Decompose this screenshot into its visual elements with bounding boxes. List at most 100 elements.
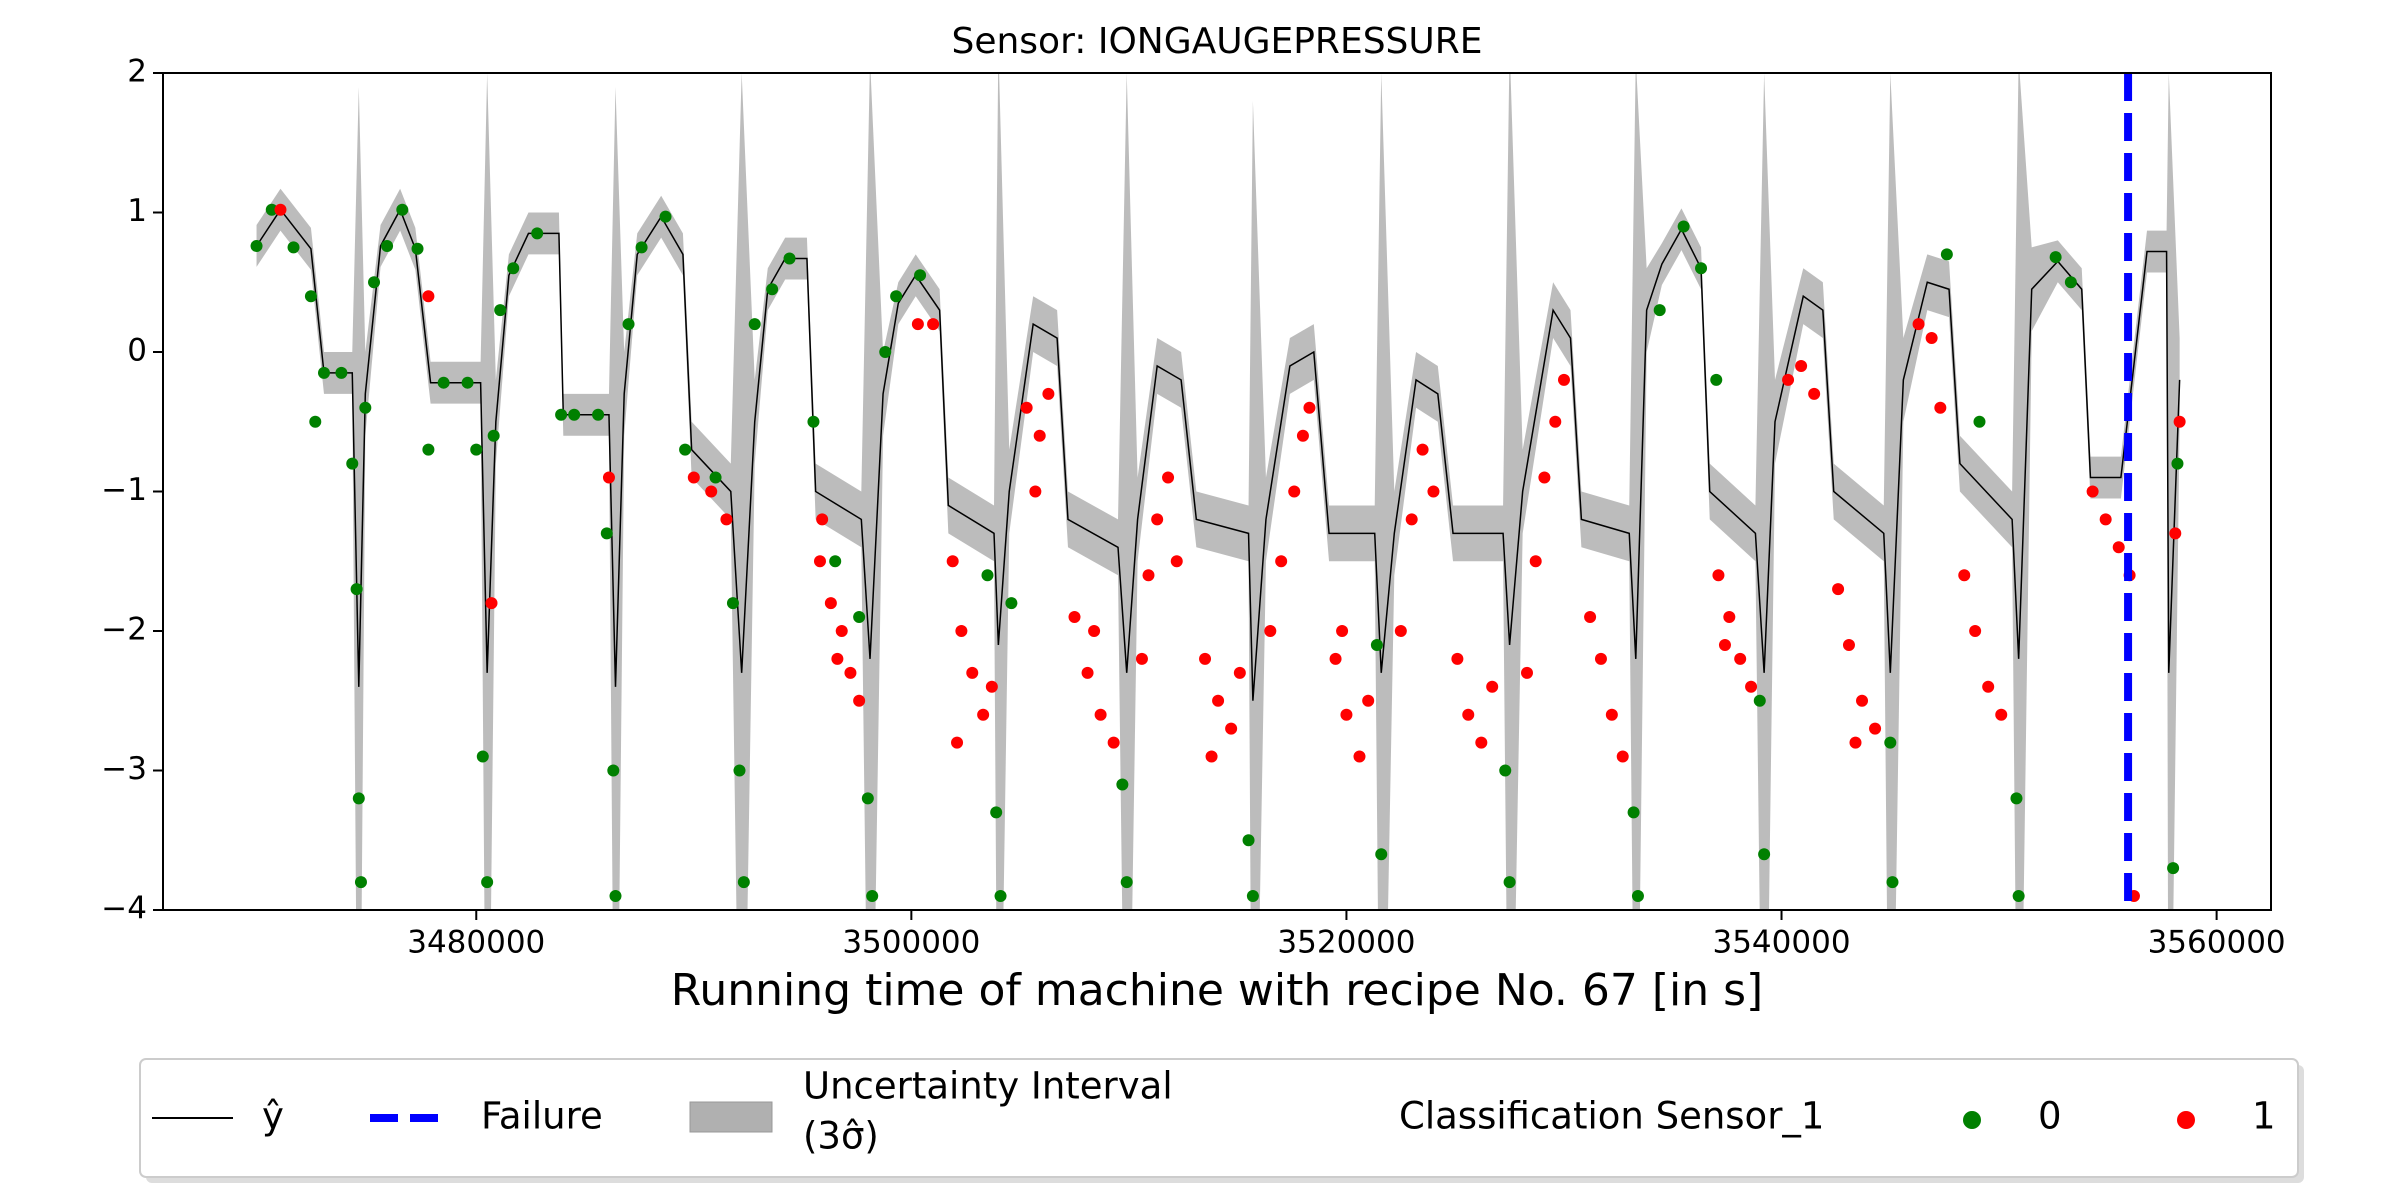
- point: [2049, 251, 2062, 264]
- y-tick-label: −1: [101, 472, 147, 508]
- point: [709, 471, 722, 484]
- point: [1340, 708, 1353, 721]
- point: [1233, 666, 1246, 679]
- point: [2012, 890, 2025, 903]
- point: [807, 415, 820, 428]
- legend-box: [139, 1058, 2299, 1178]
- point: [990, 806, 1003, 819]
- point: [1329, 652, 1342, 665]
- prediction-line: [255, 207, 2181, 701]
- point: [1120, 876, 1133, 889]
- point: [359, 401, 372, 414]
- point: [1162, 471, 1175, 484]
- x-tick-label: 3540000: [1712, 925, 1850, 961]
- point: [1653, 304, 1666, 317]
- point: [622, 318, 635, 331]
- point: [1212, 694, 1225, 707]
- point: [396, 203, 409, 216]
- point: [1616, 750, 1629, 763]
- point: [592, 408, 605, 421]
- point: [2173, 415, 2186, 428]
- point: [1503, 876, 1516, 889]
- point: [1710, 373, 1723, 386]
- point: [1549, 415, 1562, 428]
- point: [2086, 485, 2099, 498]
- point: [1958, 569, 1971, 582]
- point: [1288, 485, 1301, 498]
- point: [304, 290, 317, 303]
- point: [748, 318, 761, 331]
- point: [1353, 750, 1366, 763]
- point: [1033, 429, 1046, 442]
- y-tick-label: 1: [127, 193, 147, 229]
- point: [1529, 555, 1542, 568]
- point: [911, 318, 924, 331]
- point: [494, 304, 507, 317]
- point: [927, 318, 940, 331]
- point: [1712, 569, 1725, 582]
- point: [733, 764, 746, 777]
- point: [437, 376, 450, 389]
- point: [2064, 276, 2077, 289]
- point: [853, 694, 866, 707]
- point: [1225, 722, 1238, 735]
- point: [1753, 694, 1766, 707]
- x-tick-label: 3480000: [407, 925, 545, 961]
- point: [890, 290, 903, 303]
- point: [1631, 890, 1644, 903]
- point: [381, 239, 394, 252]
- legend-marker: [1963, 1111, 1981, 1129]
- point: [635, 241, 648, 254]
- legend-label: 1: [2252, 1095, 2276, 1138]
- point: [1451, 652, 1464, 665]
- point: [914, 269, 927, 282]
- point: [470, 443, 483, 456]
- point: [1849, 736, 1862, 749]
- y-tick-label: −2: [101, 612, 147, 648]
- point: [487, 429, 500, 442]
- legend-label: (3σ̂): [803, 1115, 879, 1158]
- point: [835, 625, 848, 637]
- y-tick-label: −4: [101, 891, 147, 927]
- point: [1005, 597, 1018, 610]
- point: [1557, 373, 1570, 386]
- plot-area: [250, 73, 2186, 910]
- point: [422, 443, 435, 456]
- legend-band: [689, 1101, 773, 1133]
- legend-label: ŷ: [262, 1095, 284, 1138]
- point: [1486, 680, 1499, 693]
- x-tick-label: 3500000: [842, 925, 980, 961]
- point: [679, 443, 692, 456]
- point: [1142, 569, 1155, 582]
- point: [568, 408, 581, 421]
- legend-title: Classification Sensor_1: [1399, 1095, 1824, 1138]
- point: [1745, 680, 1758, 693]
- point: [1995, 708, 2008, 721]
- point: [1758, 848, 1771, 861]
- point: [1264, 625, 1277, 637]
- x-axis-label: Running time of machine with recipe No. …: [671, 965, 1763, 1016]
- point: [1394, 625, 1407, 637]
- point: [1303, 401, 1316, 414]
- point: [555, 408, 568, 421]
- point: [1094, 708, 1107, 721]
- point: [1081, 666, 1094, 679]
- point: [1246, 890, 1259, 903]
- point: [485, 597, 498, 610]
- point: [274, 203, 287, 216]
- point: [844, 666, 857, 679]
- point: [1718, 638, 1731, 651]
- point: [1677, 220, 1690, 233]
- point: [1832, 583, 1845, 596]
- point: [1869, 722, 1882, 735]
- point: [350, 583, 363, 596]
- point: [2010, 792, 2023, 805]
- legend-label: Uncertainty Interval: [803, 1065, 1173, 1108]
- point: [1296, 429, 1309, 442]
- point: [726, 597, 739, 610]
- y-tick-label: 2: [127, 54, 147, 90]
- uncertainty-band: [256, 73, 2180, 910]
- legend-label: Failure: [481, 1095, 603, 1138]
- point: [1856, 694, 1869, 707]
